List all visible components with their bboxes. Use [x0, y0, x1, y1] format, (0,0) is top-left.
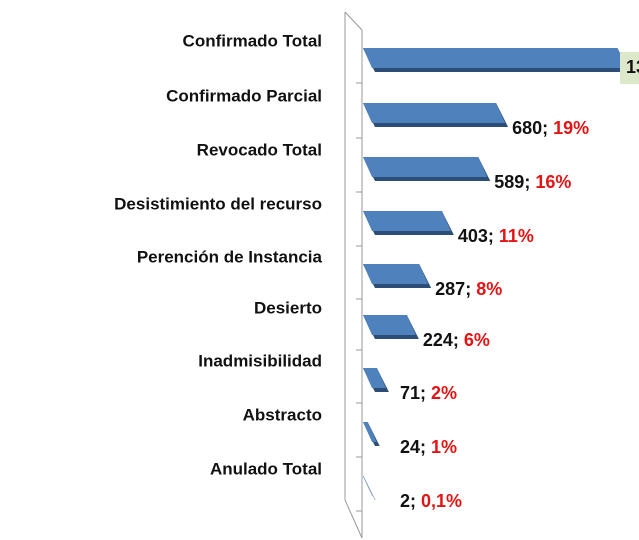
label-part: 19%	[553, 118, 589, 138]
bar-group	[363, 315, 419, 339]
bar-group	[363, 476, 376, 500]
label-part: 287	[435, 279, 465, 299]
bar-group	[363, 103, 509, 127]
label-part: ;	[542, 118, 553, 138]
value-label: 287; 8%	[435, 279, 502, 299]
bar-group	[363, 422, 380, 446]
bar-group	[363, 48, 630, 72]
label-part: 71	[400, 383, 420, 403]
value-label: 589; 16%	[494, 172, 571, 192]
label-part: 2	[400, 491, 410, 511]
label-part: 16%	[535, 172, 571, 192]
value-label: 2; 0,1%	[400, 491, 462, 511]
axis-wall	[344, 11, 363, 539]
category-label: Desierto	[254, 298, 322, 317]
bar	[363, 476, 373, 496]
category-label: Confirmado Total	[183, 31, 322, 50]
category-label: Confirmado Parcial	[166, 86, 322, 105]
bar	[363, 315, 416, 335]
wall-line	[344, 499, 363, 539]
category-label: Abstracto	[243, 405, 322, 424]
bar	[363, 157, 488, 177]
label-part: 24	[400, 437, 420, 457]
value-label: 71; 2%	[400, 383, 457, 403]
value-label: 24; 1%	[400, 437, 457, 457]
label-part: 680	[512, 118, 542, 138]
bar	[363, 211, 451, 231]
value-label: 224; 6%	[423, 330, 490, 350]
category-label: Desistimiento del recurso	[114, 194, 322, 213]
category-label: Inadmisibilidad	[198, 351, 322, 370]
value-label: 1300; 36%	[626, 57, 639, 77]
label-part: 589	[494, 172, 524, 192]
label-part: 1%	[431, 437, 457, 457]
value-label: 403; 11%	[458, 226, 534, 246]
bar	[363, 368, 386, 388]
label-part: 11%	[499, 226, 534, 246]
label-part: ;	[465, 279, 476, 299]
bar-group	[363, 211, 454, 235]
value-label: 680; 19%	[512, 118, 589, 138]
bar-group	[363, 368, 389, 392]
bar	[363, 422, 377, 442]
label-part: 1300	[626, 57, 639, 77]
label-part: 2%	[431, 383, 457, 403]
label-box	[620, 52, 639, 84]
label-part: 0,1%	[421, 491, 462, 511]
label-part: 224	[423, 330, 453, 350]
bar	[363, 48, 627, 68]
category-label: Revocado Total	[197, 140, 322, 159]
label-part: ;	[453, 330, 464, 350]
bar-group	[363, 264, 432, 288]
label-part: 403	[458, 226, 488, 246]
label-part: ;	[524, 172, 535, 192]
bar	[363, 264, 429, 284]
label-part: 6%	[464, 330, 490, 350]
label-part: ;	[488, 226, 499, 246]
label-part: ;	[420, 383, 431, 403]
label-part: ;	[410, 491, 421, 511]
label-part: ;	[420, 437, 431, 457]
bar	[363, 103, 506, 123]
label-part: 8%	[476, 279, 502, 299]
category-label: Perención de Instancia	[137, 247, 323, 266]
wall-line	[344, 11, 363, 31]
bar-group	[363, 157, 491, 181]
bar-side	[363, 476, 376, 500]
category-label: Anulado Total	[210, 459, 322, 478]
